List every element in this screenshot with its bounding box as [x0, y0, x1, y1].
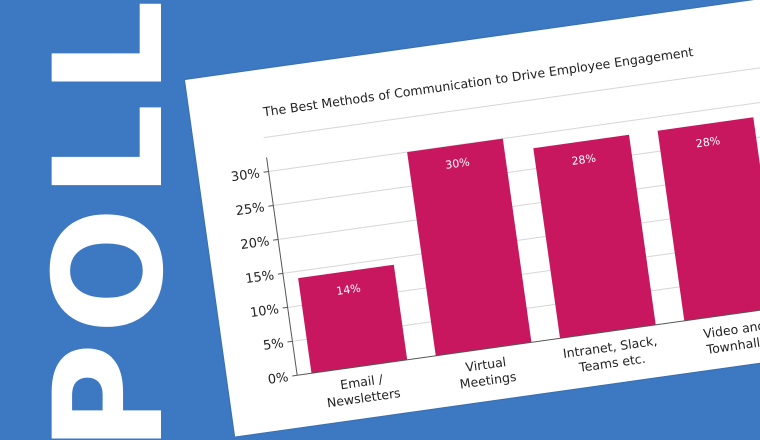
y-axis-line: [266, 157, 298, 376]
grid-line: [263, 67, 760, 139]
bars: 14% 30% 28% 28%: [298, 117, 760, 374]
x-tick-label: Intranet, Slack,Teams etc.: [562, 333, 660, 377]
y-tick-mark: [277, 272, 283, 275]
bar-1: [298, 264, 408, 374]
x-tick-label: Video andTownhalls: [702, 318, 760, 357]
y-tick-mark: [273, 238, 279, 241]
y-tick-mark: [282, 306, 288, 309]
poll-title: POLL: [23, 0, 197, 440]
x-tick-label-line: Virtual: [464, 354, 507, 375]
x-tick-label-line: Townhalls: [705, 334, 760, 357]
y-tick-label: 20%: [240, 234, 271, 253]
y-tick-label: 5%: [262, 336, 285, 354]
chart-title: The Best Methods of Communication to Dri…: [261, 44, 694, 119]
x-tick-label-line: Video and: [702, 318, 760, 342]
y-tick-mark: [263, 171, 269, 173]
x-tick-label-line: Email /: [339, 371, 384, 392]
y-tick-label: 25%: [235, 200, 266, 219]
x-tick-label: VirtualMeetings: [457, 353, 518, 392]
data-label: 30%: [445, 156, 471, 172]
y-tick-mark: [268, 205, 274, 207]
x-axis-line: [297, 304, 760, 376]
y-tick-labels: 0% 5% 10% 15% 20% 25% 30%: [230, 166, 290, 388]
y-tick-label: 30%: [230, 166, 261, 185]
y-tick-mark: [287, 340, 293, 343]
x-tick-label: Email /Newsletters: [324, 369, 402, 410]
y-tick-mark: [292, 374, 298, 377]
bar-3: [533, 134, 656, 339]
y-tick-label: 10%: [249, 302, 280, 321]
data-label: 28%: [695, 134, 721, 150]
y-tick-label: 0%: [267, 370, 290, 388]
data-label: 14%: [336, 282, 362, 298]
bar-chart: The Best Methods of Communication to Dri…: [230, 44, 760, 410]
axes: [263, 157, 760, 377]
data-label: 28%: [571, 152, 597, 168]
bar-2: [407, 138, 532, 356]
grid-line: [268, 101, 760, 173]
chart-card: The Best Methods of Communication to Dri…: [185, 0, 760, 437]
y-tick-label: 15%: [244, 268, 275, 287]
bar-4: [657, 117, 760, 321]
